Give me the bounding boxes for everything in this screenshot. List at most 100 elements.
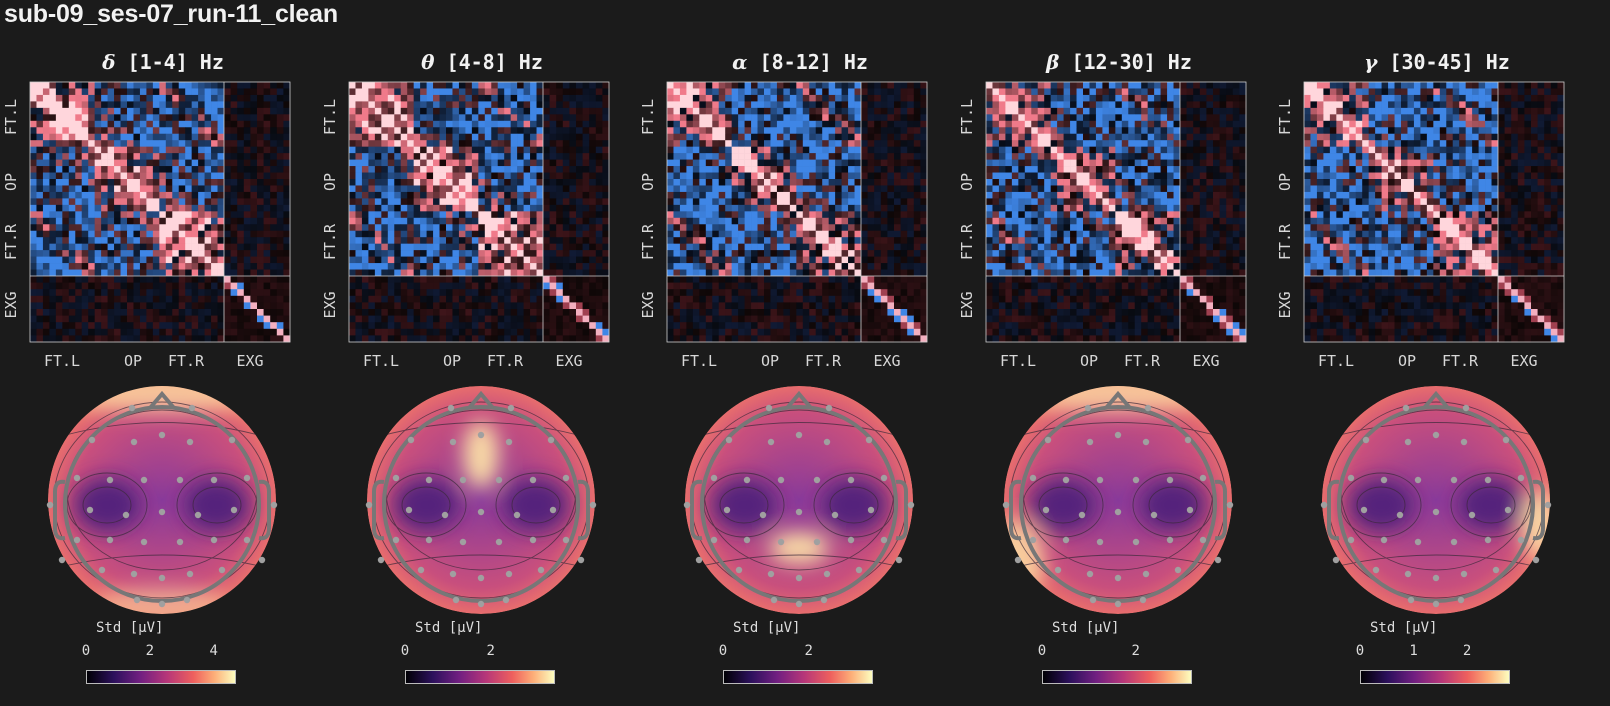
matrix-cell — [744, 269, 752, 277]
matrix-cell — [420, 237, 427, 244]
matrix-cell — [744, 94, 752, 102]
matrix-cell — [452, 198, 460, 206]
matrix-cell — [55, 250, 63, 257]
matrix-cell — [349, 211, 356, 219]
matrix-cell — [55, 237, 63, 244]
matrix-cell — [62, 328, 70, 336]
sensor-dot — [243, 474, 251, 482]
matrix-cell — [582, 82, 590, 89]
matrix-cell — [815, 335, 823, 343]
matrix-cell — [673, 101, 681, 109]
matrix-cell — [420, 88, 427, 96]
matrix-cell — [224, 335, 231, 343]
matrix-cell — [127, 101, 134, 109]
matrix-cell — [478, 224, 486, 232]
matrix-cell — [387, 322, 395, 330]
matrix-cell — [368, 250, 376, 257]
matrix-cell — [556, 269, 564, 277]
matrix-cell — [510, 282, 518, 290]
matrix-cell — [42, 250, 50, 257]
matrix-cell — [809, 166, 817, 173]
matrix-cell — [582, 120, 590, 128]
matrix-cell — [491, 172, 499, 180]
matrix-cell — [230, 230, 238, 238]
matrix-cell — [894, 289, 901, 297]
topomap-low-region — [392, 477, 460, 533]
matrix-cell — [133, 302, 141, 310]
matrix-cell — [237, 179, 245, 186]
matrix-cell — [789, 237, 797, 244]
matrix-cell — [394, 185, 402, 193]
sensor-dot — [176, 476, 184, 484]
matrix-cell — [841, 133, 849, 141]
matrix-cell — [738, 211, 745, 219]
matrix-cell — [270, 211, 278, 219]
matrix-cell — [576, 230, 583, 238]
matrix-cell — [725, 179, 732, 186]
matrix-cell — [595, 88, 603, 96]
matrix-cell — [446, 94, 453, 102]
matrix-cell — [159, 140, 167, 147]
matrix-cell — [822, 166, 829, 173]
matrix-cell — [62, 204, 70, 212]
matrix-cell — [120, 243, 128, 251]
matrix-cell — [276, 107, 284, 115]
matrix-cell — [751, 302, 758, 310]
matrix-cell — [809, 191, 817, 199]
matrix-cell — [854, 172, 862, 180]
matrix-cell — [510, 289, 518, 297]
matrix-cell — [523, 315, 531, 323]
matrix-cell — [413, 322, 421, 330]
matrix-cell — [894, 127, 901, 135]
matrix-cell — [692, 120, 700, 128]
matrix-cell — [471, 172, 479, 180]
matrix-cell — [152, 243, 160, 251]
matrix-cell — [920, 250, 928, 257]
matrix-cell — [374, 94, 382, 102]
matrix-cell — [718, 127, 726, 135]
matrix-cell — [400, 309, 408, 316]
matrix-cell — [789, 172, 797, 180]
matrix-cell — [394, 120, 402, 128]
sensor-dot — [743, 476, 751, 484]
matrix-cell — [692, 322, 700, 330]
matrix-cell — [562, 282, 570, 290]
matrix-cell — [114, 328, 121, 336]
matrix-cell — [49, 120, 57, 128]
matrix-cell — [88, 328, 95, 336]
matrix-cell — [517, 101, 524, 109]
matrix-cell — [536, 146, 544, 154]
matrix-cell — [731, 114, 739, 122]
matrix-cell — [191, 315, 199, 323]
matrix-cell — [381, 263, 389, 270]
matrix-cell — [802, 328, 810, 336]
matrix-cell — [543, 114, 550, 122]
matrix-cell — [595, 335, 603, 343]
matrix-cell — [822, 250, 829, 257]
matrix-cell — [738, 127, 745, 135]
matrix-cell — [114, 127, 121, 135]
matrix-cell — [465, 282, 473, 290]
matrix-cell — [692, 153, 700, 160]
matrix-cell — [420, 217, 427, 225]
matrix-cell — [243, 289, 251, 297]
matrix-cell — [30, 328, 37, 336]
matrix-cell — [920, 166, 928, 173]
matrix-cell — [75, 217, 83, 225]
matrix-cell — [361, 127, 369, 135]
matrix-cell — [198, 101, 205, 109]
matrix-cell — [725, 127, 732, 135]
matrix-cell — [191, 335, 199, 343]
matrix-cell — [705, 243, 713, 251]
matrix-cell — [744, 282, 752, 290]
matrix-cell — [152, 94, 160, 102]
matrix-cell — [556, 211, 564, 219]
matrix-cell — [257, 328, 264, 336]
matrix-cell — [114, 114, 121, 122]
matrix-cell — [243, 185, 251, 193]
matrix-cell — [562, 309, 570, 316]
matrix-cell — [543, 185, 550, 193]
matrix-cell — [217, 94, 225, 102]
matrix-cell — [107, 198, 115, 206]
matrix-cell — [679, 230, 687, 238]
